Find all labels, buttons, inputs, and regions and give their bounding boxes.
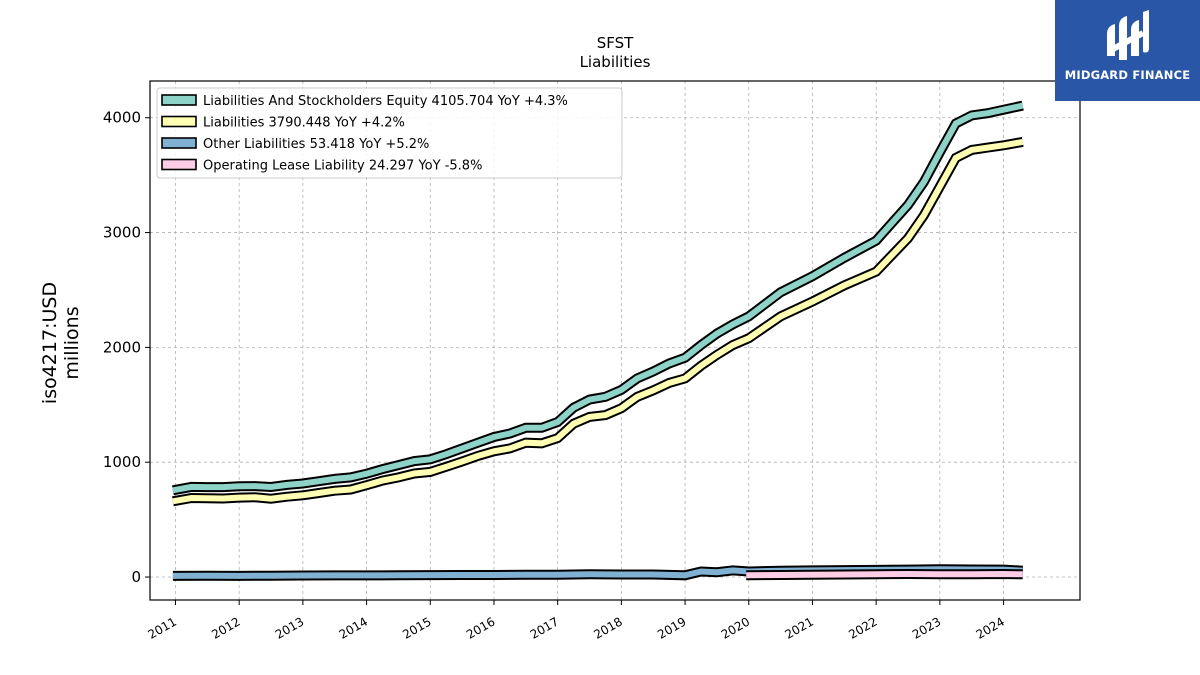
y-tick-label: 4000 <box>103 109 141 127</box>
series-liabilities <box>172 136 1024 507</box>
y-axis: 0 1000 2000 3000 4000 <box>103 109 150 586</box>
brand-logo: MIDGARD FINANCE <box>1055 0 1200 101</box>
y-tick-label: 2000 <box>103 338 141 356</box>
legend-box <box>156 87 623 179</box>
series-line <box>172 102 1024 494</box>
y-axis-label-line-2: millions <box>61 306 83 379</box>
series-liabilities-and-stockholders-equity <box>171 100 1024 496</box>
y-tick-label: 3000 <box>103 224 141 242</box>
legend-entry: Other Liabilities 53.418 YoY +5.2% <box>203 137 429 152</box>
y-tick-label: 1000 <box>103 453 141 471</box>
logo-mark-icon <box>1107 10 1149 60</box>
chart-title: SFST <box>597 34 634 52</box>
y-axis-label-line-1: iso4217:USD <box>39 282 61 404</box>
series-operating-lease-liability <box>746 568 1023 581</box>
legend-entry: Operating Lease Liability 24.297 YoY -5.… <box>203 159 482 174</box>
legend-swatch <box>161 137 197 149</box>
chart-subtitle: Liabilities <box>580 53 651 71</box>
logo-text: MIDGARD FINANCE <box>1064 68 1191 82</box>
legend-entry: Liabilities And Stockholders Equity 4105… <box>203 94 568 109</box>
series-line <box>172 138 1024 505</box>
legend-entry: Liabilities 3790.448 YoY +4.2% <box>203 116 405 131</box>
series-layer <box>171 100 1024 581</box>
legend-swatch <box>161 94 197 106</box>
plot-frame <box>149 80 1081 601</box>
series-line <box>746 570 1023 579</box>
y-tick-label: 0 <box>131 568 141 586</box>
legend: Liabilities And Stockholders Equity 4105… <box>156 87 623 179</box>
legend-swatch <box>161 158 197 171</box>
legend-swatch <box>161 115 197 128</box>
